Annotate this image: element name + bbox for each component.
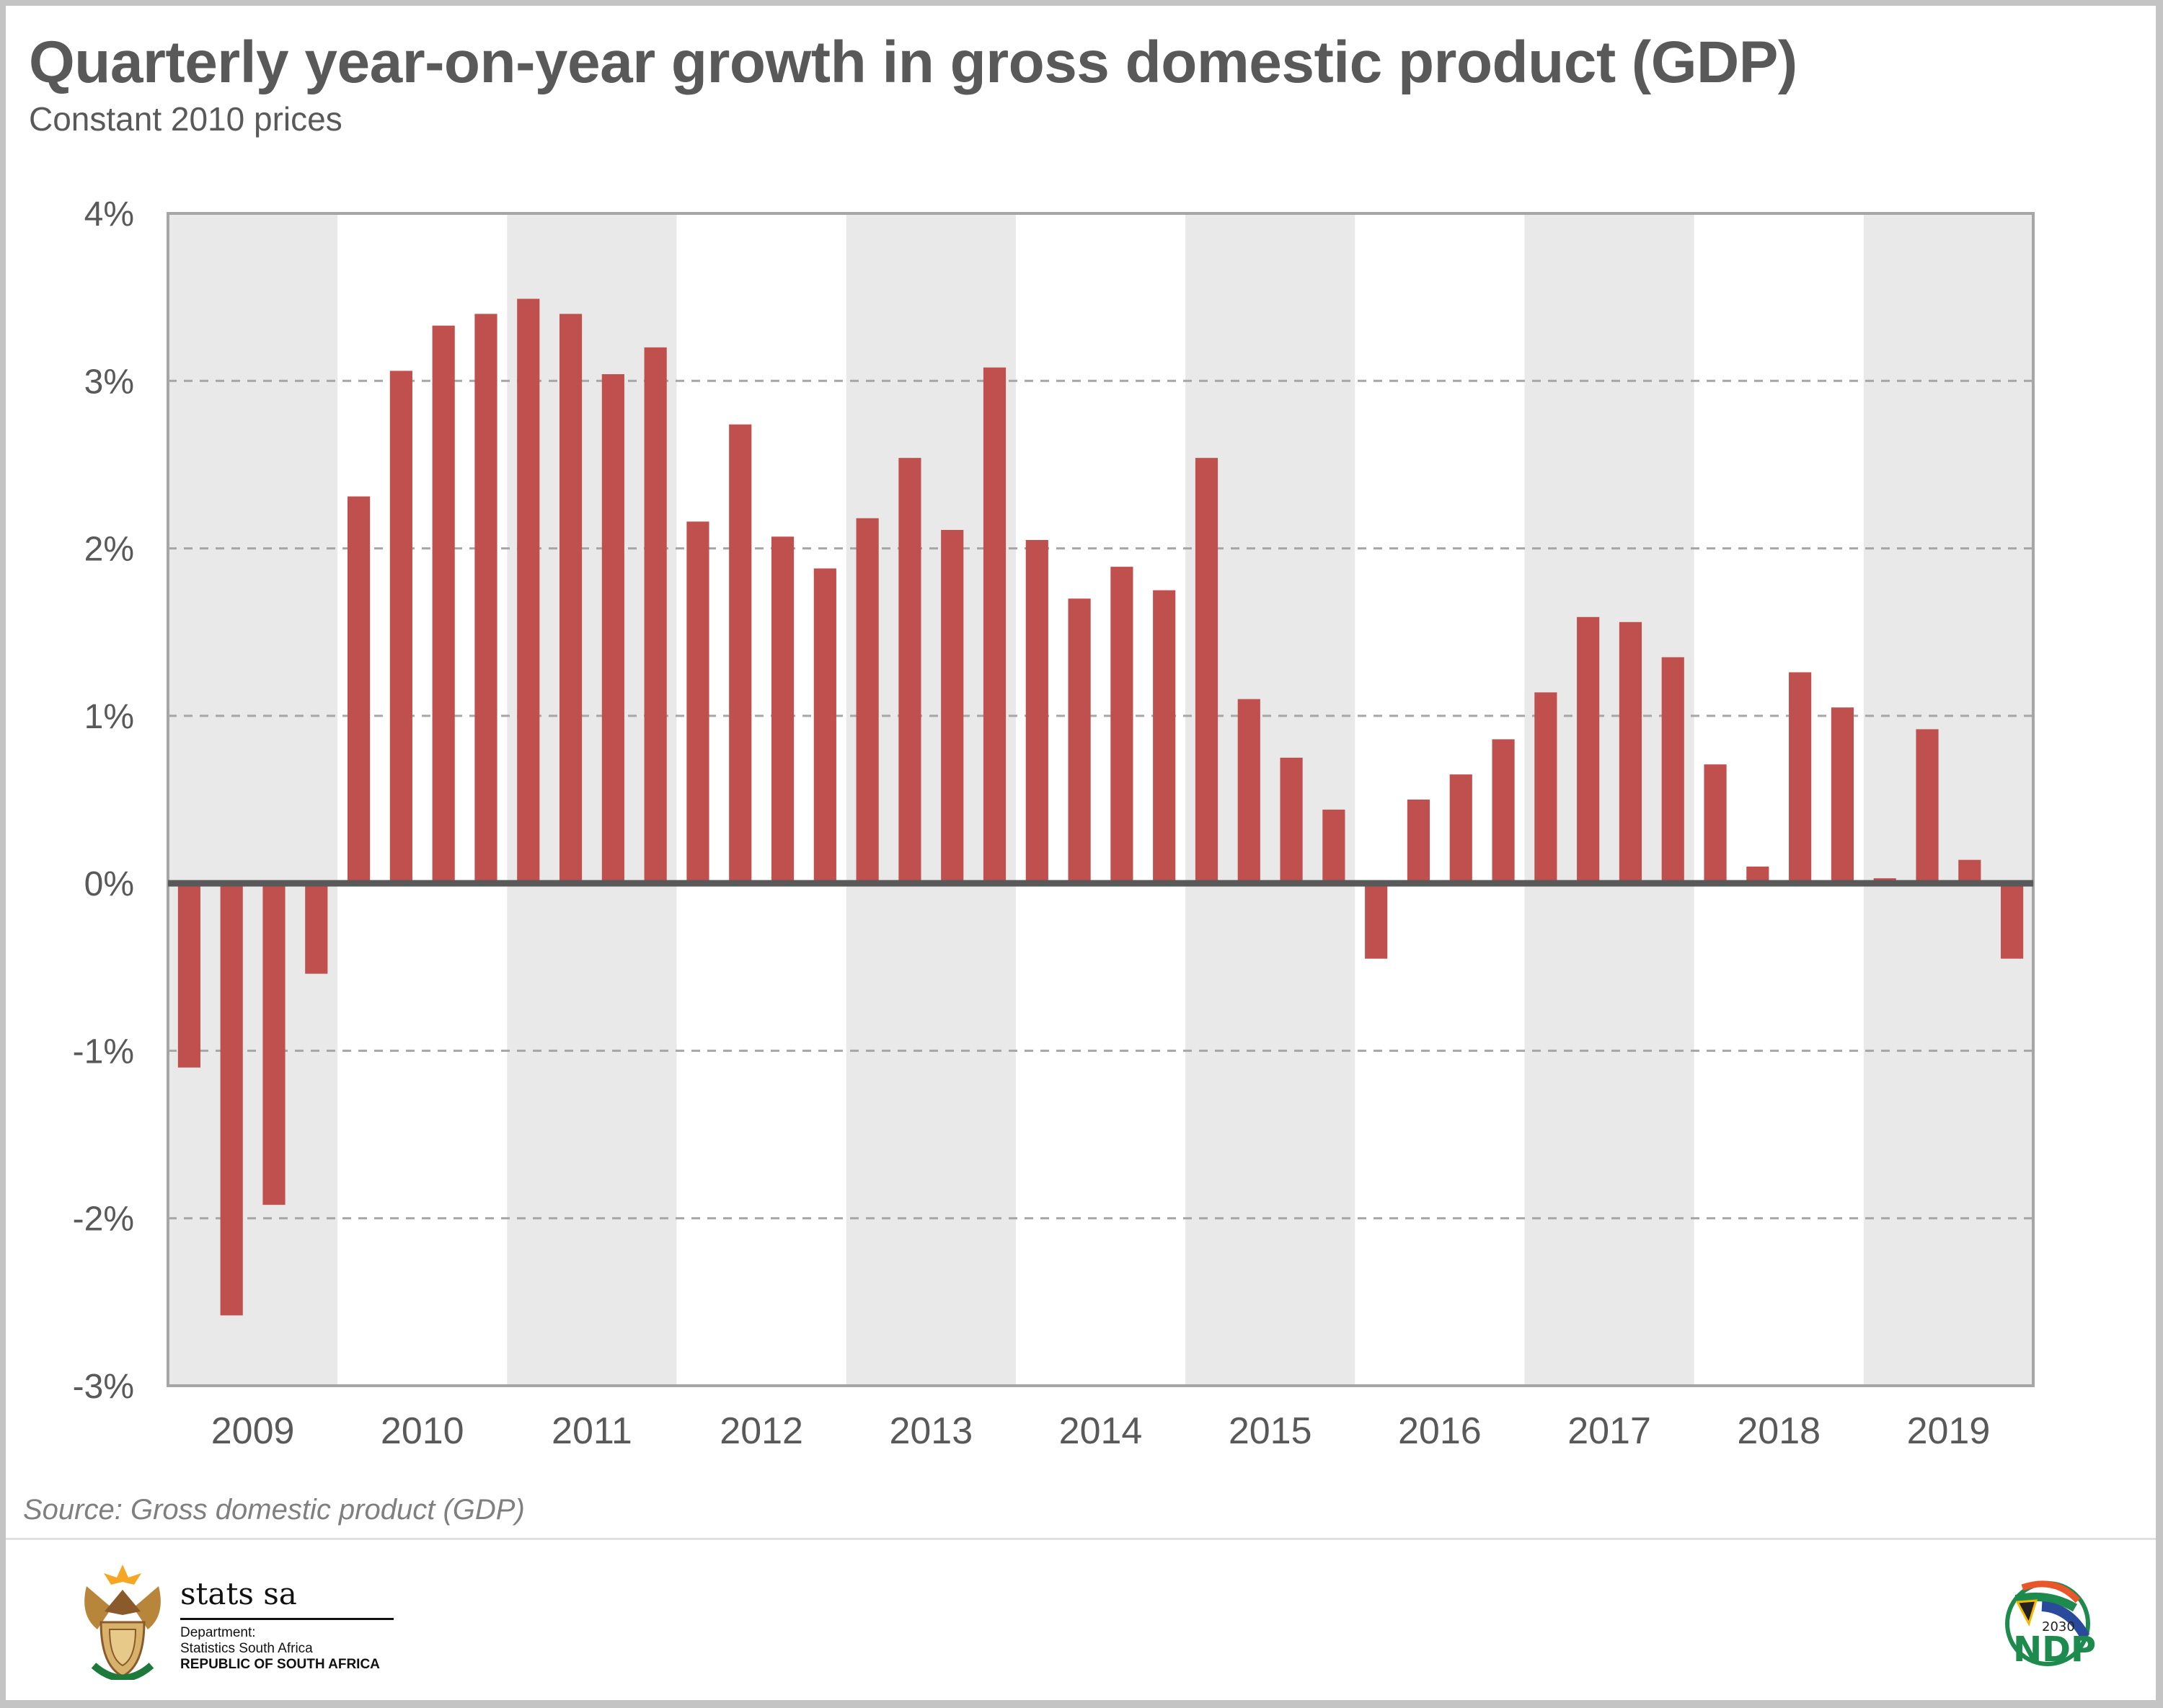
axes [167, 212, 2035, 1387]
bar-2017Q1 [1534, 692, 1557, 884]
bar-2013Q1 [856, 518, 879, 884]
chart-title: Quarterly year-on-year growth in gross d… [29, 30, 1797, 95]
bar-2019Q4 [2001, 883, 2024, 959]
y-tick-label: 1% [84, 698, 134, 736]
org-line-republic: REPUBLIC OF SOUTH AFRICA [180, 1657, 380, 1672]
ndp-logo: 2030 NDP [1997, 1579, 2098, 1676]
bar-2014Q2 [1068, 598, 1091, 884]
bars [177, 298, 2024, 1316]
bar-2010Q2 [389, 371, 412, 884]
bar-2015Q4 [1322, 809, 1345, 884]
bar-2011Q3 [601, 373, 624, 884]
bar-2009Q4 [305, 883, 328, 974]
bar-2012Q2 [729, 424, 752, 884]
bar-2016Q3 [1449, 774, 1472, 884]
bar-2011Q1 [517, 298, 540, 884]
bar-2009Q3 [262, 883, 286, 1205]
bar-2016Q4 [1492, 739, 1515, 884]
x-tick-label-2019: 2019 [1907, 1410, 1991, 1452]
bar-2011Q2 [559, 314, 583, 884]
y-tick-label: -1% [73, 1032, 134, 1071]
org-name: stats sa [180, 1576, 297, 1611]
footer-divider [6, 1538, 2156, 1540]
bar-2019Q3 [1958, 859, 1981, 884]
stats-sa-logo [72, 1557, 418, 1687]
coat-of-arms-icon [84, 1565, 161, 1680]
bar-chart: -3% -2% -1% 0% 1% 2% 3% 4% 2009 2010 2011 2012 2013… [73, 195, 2035, 1452]
y-tick-label: 0% [84, 865, 134, 903]
bar-2010Q3 [432, 325, 455, 884]
bar-2010Q1 [347, 496, 371, 884]
org-line-stats: Statistics South Africa [180, 1641, 313, 1656]
source-note: Source: Gross domestic product (GDP) [23, 1494, 525, 1526]
bar-2014Q3 [1110, 567, 1133, 884]
x-tick-label-2010: 2010 [381, 1410, 464, 1452]
x-tick-label-2012: 2012 [720, 1410, 803, 1452]
bar-2013Q2 [898, 458, 921, 884]
y-tick-label: -3% [73, 1368, 134, 1406]
bar-2014Q4 [1153, 590, 1176, 884]
plot-border [167, 212, 2035, 1387]
bar-2012Q4 [813, 568, 836, 884]
y-tick-label: 4% [84, 195, 134, 234]
bar-2015Q1 [1195, 458, 1218, 884]
y-tick-label: 2% [84, 531, 134, 569]
year-band-2019 [1863, 213, 2033, 1386]
x-tick-label-2014: 2014 [1059, 1410, 1143, 1452]
x-tick-label-2015: 2015 [1229, 1410, 1312, 1452]
x-tick-labels: 2009 2010 2011 2012 2013 2014 2015 2016 2017 2018… [211, 1410, 1991, 1452]
bar-2012Q1 [686, 521, 709, 884]
svg-text:NDP: NDP [2013, 1629, 2096, 1670]
bar-2018Q3 [1789, 672, 1812, 884]
bar-2014Q1 [1025, 539, 1048, 884]
bar-2015Q2 [1237, 699, 1260, 884]
bar-2016Q2 [1407, 800, 1430, 884]
ndp-2030-icon: 2030 NDP [2005, 1580, 2096, 1670]
year-band-2009 [168, 213, 338, 1386]
bar-2009Q1 [177, 883, 200, 1068]
bar-2018Q1 [1704, 764, 1727, 884]
chart-subtitle: Constant 2010 prices [29, 100, 342, 138]
x-tick-label-2016: 2016 [1398, 1410, 1482, 1452]
y-tick-label: -2% [73, 1200, 134, 1239]
x-tick-label-2009: 2009 [211, 1410, 295, 1452]
x-tick-label-2011: 2011 [552, 1410, 632, 1452]
bar-2015Q3 [1280, 757, 1303, 884]
bar-2010Q4 [474, 314, 497, 884]
svg-text:2030: 2030 [2042, 1619, 2075, 1634]
x-tick-label-2013: 2013 [889, 1410, 973, 1452]
bar-2009Q2 [220, 883, 243, 1316]
y-tick-labels: -3% -2% -1% 0% 1% 2% 3% 4% [73, 195, 134, 1406]
bar-2013Q4 [983, 367, 1007, 884]
bar-2012Q3 [771, 536, 795, 884]
bar-2018Q2 [1746, 866, 1769, 884]
bar-2017Q2 [1577, 616, 1600, 884]
bar-2011Q4 [644, 347, 667, 884]
bar-2017Q4 [1661, 657, 1684, 884]
x-tick-label-2017: 2017 [1567, 1410, 1651, 1452]
x-tick-label-2018: 2018 [1737, 1410, 1821, 1452]
bar-2017Q3 [1619, 621, 1642, 884]
org-line-department: Department: [180, 1625, 256, 1640]
bar-2013Q3 [941, 530, 964, 884]
bar-2016Q1 [1365, 883, 1388, 959]
y-tick-label: 3% [84, 363, 134, 401]
org-rule [180, 1618, 394, 1620]
bar-2018Q4 [1831, 707, 1854, 884]
bar-2019Q2 [1916, 729, 1939, 884]
